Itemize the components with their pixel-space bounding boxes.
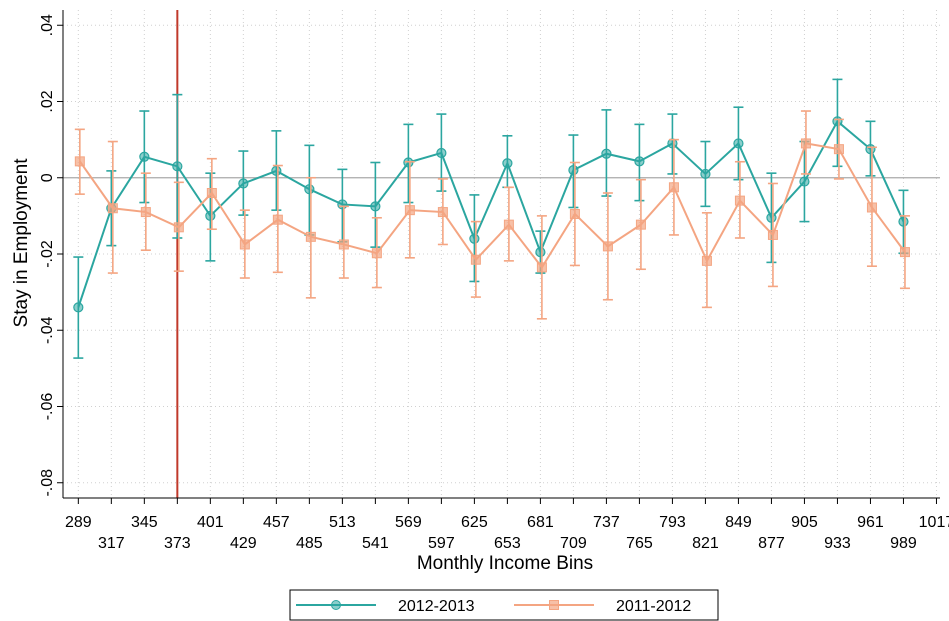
legend-label: 2011-2012	[616, 598, 691, 615]
data-point	[74, 156, 85, 167]
x-tick-label: 709	[560, 535, 587, 552]
y-tick-label: 0	[39, 173, 56, 182]
x-tick-label: 401	[197, 514, 224, 531]
series-line	[77, 119, 905, 308]
grid	[63, 10, 940, 498]
x-tick-label: 681	[527, 514, 554, 531]
series-line	[79, 142, 906, 270]
data-point	[173, 222, 184, 233]
series-2011-2012	[74, 110, 910, 320]
data-point	[898, 216, 909, 227]
data-point	[370, 201, 381, 212]
data-point	[833, 144, 844, 155]
x-tick-label: 905	[791, 514, 818, 531]
data-point	[139, 151, 150, 162]
data-point	[536, 262, 547, 273]
data-point	[337, 199, 348, 210]
x-tick-label: 541	[362, 535, 389, 552]
data-point	[503, 219, 514, 230]
legend-label: 2012-2013	[398, 598, 475, 615]
x-tick-label: 597	[428, 535, 455, 552]
y-tick-label: -.06	[39, 393, 56, 421]
x-tick-label: 793	[659, 514, 686, 531]
data-point	[634, 156, 645, 167]
x-tick-label: 513	[329, 514, 356, 531]
x-tick-label: 1017	[919, 514, 949, 531]
series-2012-2013	[73, 78, 909, 359]
data-point	[569, 208, 580, 219]
x-tick-label: 625	[461, 514, 488, 531]
x-tick-label: 737	[593, 514, 620, 531]
data-point	[140, 207, 151, 218]
data-point	[766, 212, 777, 223]
data-point	[832, 116, 843, 127]
y-tick-label: -.02	[39, 240, 56, 268]
x-tick-label: 765	[626, 535, 653, 552]
x-tick-label: 345	[131, 514, 158, 531]
x-tick-label: 429	[230, 535, 257, 552]
legend: 2012-2013 2011-2012	[289, 589, 719, 621]
data-point	[635, 219, 646, 230]
data-point	[470, 254, 481, 265]
data-point	[437, 207, 448, 218]
data-point	[866, 202, 877, 213]
x-tick-label: 989	[890, 535, 917, 552]
x-tick-label: 933	[824, 535, 851, 552]
data-point	[404, 205, 415, 216]
data-point	[436, 147, 447, 159]
data-point	[206, 188, 217, 198]
data-point	[767, 229, 778, 240]
data-point	[272, 214, 283, 225]
x-tick-label: 289	[65, 514, 92, 531]
x-tick-label: 373	[164, 535, 191, 552]
data-point	[865, 144, 876, 155]
data-point	[239, 239, 250, 250]
data-point	[205, 210, 216, 221]
data-point	[601, 148, 612, 159]
data-point	[701, 255, 712, 266]
data-point	[800, 138, 811, 149]
data-point	[304, 184, 315, 195]
data-point	[668, 182, 679, 193]
y-tick-label: -.04	[39, 316, 56, 344]
legend-swatch-marker	[331, 600, 341, 610]
data-point	[799, 176, 810, 187]
data-point	[502, 158, 513, 169]
x-tick-label: 821	[692, 535, 719, 552]
data-point	[602, 241, 613, 252]
legend-swatch-marker	[549, 600, 559, 610]
data-point	[371, 248, 382, 259]
data-point	[338, 239, 349, 250]
y-tick-label: .04	[39, 14, 56, 36]
data-point	[568, 165, 579, 176]
x-tick-label: 653	[494, 535, 521, 552]
data-point	[535, 246, 546, 258]
data-point	[899, 247, 910, 258]
data-point	[238, 178, 249, 189]
data-point	[73, 302, 84, 313]
y-axis-label: Stay in Employment	[11, 158, 32, 328]
axes: .04 .02 0 -.02 -.04 -.06 -.08 289 345 401 457 513 56…	[39, 10, 949, 552]
x-tick-label: 485	[296, 535, 323, 552]
x-tick-label: 961	[857, 514, 884, 531]
y-tick-label: -.08	[39, 469, 56, 497]
y-tick-label: .02	[39, 90, 56, 112]
data-point	[733, 138, 744, 149]
data-point	[305, 231, 316, 242]
data-point	[734, 195, 745, 206]
data-point	[271, 165, 282, 176]
x-tick-label: 569	[395, 514, 422, 531]
x-tick-label: 877	[758, 535, 785, 552]
data-point	[107, 203, 118, 214]
x-tick-label: 317	[98, 535, 125, 552]
x-axis-label: Monthly Income Bins	[417, 553, 593, 574]
x-tick-label: 457	[263, 514, 290, 531]
series-layer	[73, 78, 910, 359]
data-point	[469, 233, 480, 244]
data-point	[700, 168, 711, 180]
x-tick-label: 849	[725, 514, 752, 531]
data-point	[172, 161, 183, 172]
